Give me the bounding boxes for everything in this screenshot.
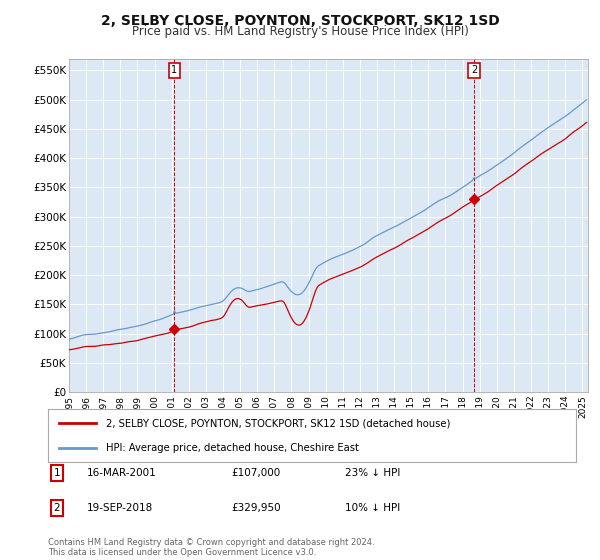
Text: 2, SELBY CLOSE, POYNTON, STOCKPORT, SK12 1SD (detached house): 2, SELBY CLOSE, POYNTON, STOCKPORT, SK12…	[106, 418, 451, 428]
Text: 19-SEP-2018: 19-SEP-2018	[87, 503, 153, 513]
Text: £107,000: £107,000	[231, 468, 280, 478]
Text: 2, SELBY CLOSE, POYNTON, STOCKPORT, SK12 1SD: 2, SELBY CLOSE, POYNTON, STOCKPORT, SK12…	[101, 14, 499, 28]
Text: 1: 1	[53, 468, 61, 478]
Text: £329,950: £329,950	[231, 503, 281, 513]
Text: Price paid vs. HM Land Registry's House Price Index (HPI): Price paid vs. HM Land Registry's House …	[131, 25, 469, 38]
Text: 23% ↓ HPI: 23% ↓ HPI	[345, 468, 400, 478]
Text: HPI: Average price, detached house, Cheshire East: HPI: Average price, detached house, Ches…	[106, 442, 359, 452]
Text: Contains HM Land Registry data © Crown copyright and database right 2024.
This d: Contains HM Land Registry data © Crown c…	[48, 538, 374, 557]
Text: 2: 2	[53, 503, 61, 513]
Text: 10% ↓ HPI: 10% ↓ HPI	[345, 503, 400, 513]
Text: 16-MAR-2001: 16-MAR-2001	[87, 468, 157, 478]
Text: 2: 2	[471, 66, 477, 76]
Text: 1: 1	[172, 66, 178, 76]
